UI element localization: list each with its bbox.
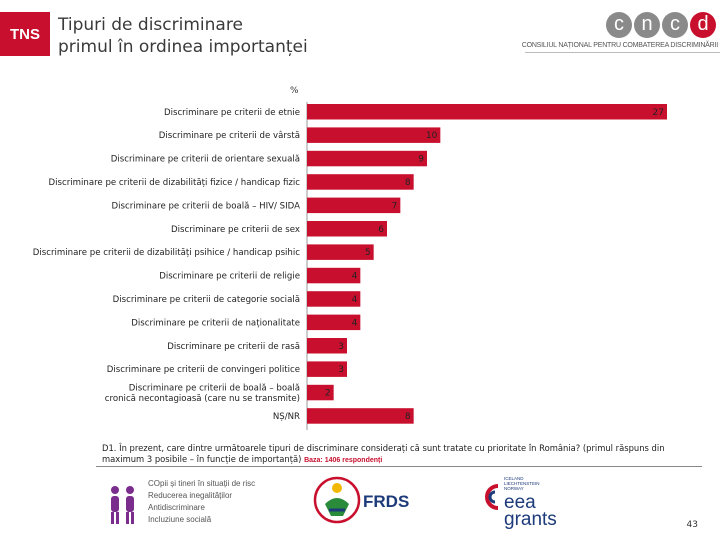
cncd-letter: c bbox=[662, 12, 688, 38]
eea-donor: ICELAND bbox=[504, 476, 524, 481]
category-label: NȘ/NR bbox=[273, 412, 300, 422]
question-text: D1. În prezent, care dintre următoarele … bbox=[102, 443, 665, 464]
data-label: 5 bbox=[365, 248, 371, 258]
bar bbox=[307, 197, 401, 214]
eea-swirl-icon bbox=[485, 484, 499, 510]
data-label: 4 bbox=[352, 272, 358, 282]
category-label: Discriminare pe criterii de naționalitat… bbox=[131, 318, 300, 328]
cpt-line: COpii și tineri în situații de risc bbox=[148, 479, 256, 488]
bar bbox=[307, 244, 374, 260]
bar bbox=[307, 174, 414, 190]
cncd-letter: c bbox=[606, 12, 632, 38]
category-label: Discriminare pe criterii de sex bbox=[171, 225, 300, 235]
bar bbox=[307, 314, 361, 331]
bar bbox=[307, 291, 361, 307]
data-label: 2 bbox=[325, 389, 331, 399]
category-label: Discriminare pe criterii de vârstă bbox=[159, 131, 300, 141]
data-label: 8 bbox=[405, 412, 411, 422]
category-label: Discriminare pe criterii de categorie so… bbox=[113, 295, 300, 305]
category-label: Discriminare pe criterii de religie bbox=[159, 272, 300, 282]
data-label: 9 bbox=[418, 155, 424, 165]
people-icon bbox=[111, 486, 134, 524]
cpt-line: Incluziune socială bbox=[148, 515, 212, 524]
bar bbox=[307, 150, 427, 167]
category-label: Discriminare pe criterii de etnie bbox=[164, 108, 300, 118]
tns-logo: TNS bbox=[0, 12, 50, 56]
cncd-letter: d bbox=[690, 12, 716, 38]
eea-grants-logo: ICELAND LIECHTENSTEIN NORWAY eea grants bbox=[480, 476, 600, 534]
data-label: 7 bbox=[392, 201, 398, 211]
data-label: 4 bbox=[352, 295, 358, 305]
frds-emblem-icon bbox=[313, 476, 361, 524]
cncd-letter: n bbox=[634, 12, 660, 38]
cpt-line: Antidiscriminare bbox=[148, 503, 205, 512]
bar bbox=[307, 221, 387, 237]
eea-line-2: grants bbox=[504, 509, 557, 530]
data-label: 10 bbox=[426, 131, 438, 141]
unit-label: % bbox=[290, 86, 299, 96]
bar bbox=[307, 338, 347, 354]
data-label: 3 bbox=[338, 342, 344, 352]
category-label: Discriminare pe criterii de rasă bbox=[167, 342, 300, 352]
cncd-divider bbox=[525, 52, 720, 53]
frds-logo: FRDS bbox=[313, 470, 413, 532]
bar bbox=[307, 384, 334, 401]
data-label: 4 bbox=[352, 318, 358, 328]
title-line-2: primul în ordinea importanței bbox=[58, 37, 308, 57]
data-label: 8 bbox=[405, 178, 411, 188]
frds-wordmark: FRDS bbox=[363, 492, 410, 511]
eea-line-1: eea bbox=[504, 492, 536, 513]
bar bbox=[307, 361, 347, 377]
cpt-program-logo: COpii și tineri în situații de risc Redu… bbox=[111, 478, 298, 532]
category-label: Discriminare pe criterii de dizabilități… bbox=[33, 248, 300, 258]
data-label: 27 bbox=[653, 108, 664, 118]
page-number: 43 bbox=[686, 520, 698, 530]
footer-divider bbox=[96, 466, 702, 467]
category-label: Discriminare pe criterii de orientare se… bbox=[111, 155, 300, 165]
question-note: D1. În prezent, care dintre următoarele … bbox=[102, 443, 682, 466]
category-label: Discriminare pe criterii de boală – HIV/… bbox=[112, 201, 301, 211]
cncd-letters: c n c d bbox=[606, 12, 716, 38]
page-title: Tipuri de discriminare primul în ordinea… bbox=[58, 14, 308, 58]
bar bbox=[307, 104, 667, 120]
base-note: Baza: 1406 respondenți bbox=[304, 457, 383, 464]
cncd-subtitle: CONSILIUL NAȚIONAL PENTRU COMBATEREA DIS… bbox=[521, 42, 718, 49]
title-line-1: Tipuri de discriminare bbox=[58, 15, 243, 35]
eea-donor: LIECHTENSTEIN bbox=[504, 481, 540, 486]
eea-donors: ICELAND LIECHTENSTEIN NORWAY bbox=[504, 476, 540, 491]
category-label: Discriminare pe criterii de dizabilități… bbox=[48, 178, 300, 188]
eea-donor: NORWAY bbox=[504, 486, 524, 491]
data-label: 6 bbox=[378, 225, 384, 235]
category-label: Discriminare pe criterii de convingeri p… bbox=[107, 365, 300, 375]
cpt-line: Reducerea inegalităților bbox=[148, 491, 233, 500]
bar bbox=[307, 127, 441, 143]
cncd-logo: c n c d CONSILIUL NAȚIONAL PENTRU COMBAT… bbox=[521, 12, 720, 53]
bar bbox=[307, 408, 414, 424]
data-label: 3 bbox=[338, 365, 344, 375]
category-label: Discriminare pe criterii de boală – boal… bbox=[105, 383, 300, 404]
eea-wordmark: eea grants bbox=[504, 492, 557, 530]
bar bbox=[307, 267, 361, 284]
